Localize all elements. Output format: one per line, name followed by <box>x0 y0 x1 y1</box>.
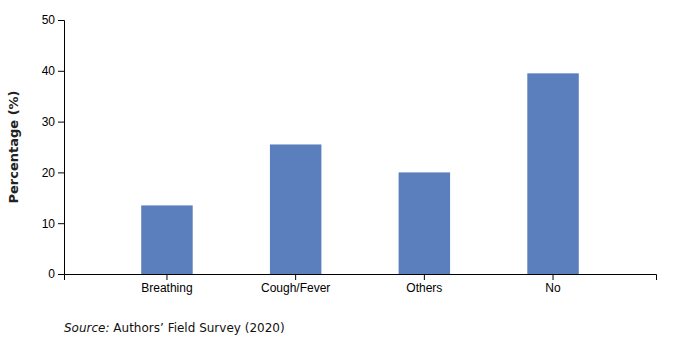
y-tick-label: 40 <box>42 64 56 78</box>
x-tick-label: Breathing <box>141 281 192 295</box>
y-tick-mark <box>58 122 64 123</box>
x-tick-label: No <box>545 281 561 295</box>
y-tick-label: 10 <box>42 217 56 231</box>
y-tick-label: 0 <box>48 267 55 281</box>
y-tick-label: 20 <box>42 166 56 180</box>
bar <box>141 205 192 274</box>
x-tick: Cough/Fever <box>261 274 330 295</box>
y-tick-mark <box>58 20 64 21</box>
x-tick-mark <box>424 274 425 280</box>
y-axis-title: Percentage (%) <box>6 90 21 203</box>
y-tick: 40 <box>42 64 64 78</box>
y-tick: 0 <box>48 267 64 281</box>
source-text: Authors’ Field Survey (2020) <box>110 321 285 335</box>
bar <box>399 172 450 274</box>
x-tick-label: Others <box>406 281 442 295</box>
y-tick: 20 <box>42 166 64 180</box>
x-tick: No <box>545 274 561 295</box>
bar <box>527 73 578 274</box>
y-tick-mark <box>58 71 64 72</box>
bars <box>141 73 579 274</box>
source-label: Source: <box>64 321 110 335</box>
y-axis: 0 10 20 30 40 50 <box>42 13 65 281</box>
y-tick-mark <box>58 223 64 224</box>
y-tick-label: 30 <box>42 115 56 129</box>
x-tick: Others <box>406 274 442 295</box>
source-note: Source: Authors’ Field Survey (2020) <box>64 321 285 335</box>
x-tick-mark <box>553 274 554 280</box>
y-tick: 50 <box>42 13 64 27</box>
y-axis-line <box>58 21 65 275</box>
bar <box>270 144 321 274</box>
x-tick: Breathing <box>141 274 192 295</box>
plot: Breathing Cough/Fever Others No 0 10 20 30 40 50 <box>42 13 657 294</box>
y-tick-label: 50 <box>42 13 56 27</box>
chart: Breathing Cough/Fever Others No 0 10 20 30 40 50 P… <box>0 0 676 346</box>
x-axis-line <box>65 275 657 281</box>
x-tick-mark <box>166 274 167 280</box>
x-tick-label: Cough/Fever <box>261 281 330 295</box>
y-tick-mark <box>58 172 64 173</box>
y-tick-mark <box>58 274 64 275</box>
y-tick: 10 <box>42 217 64 231</box>
x-axis: Breathing Cough/Fever Others No <box>65 274 657 295</box>
y-tick: 30 <box>42 115 64 129</box>
x-tick-mark <box>295 274 296 280</box>
